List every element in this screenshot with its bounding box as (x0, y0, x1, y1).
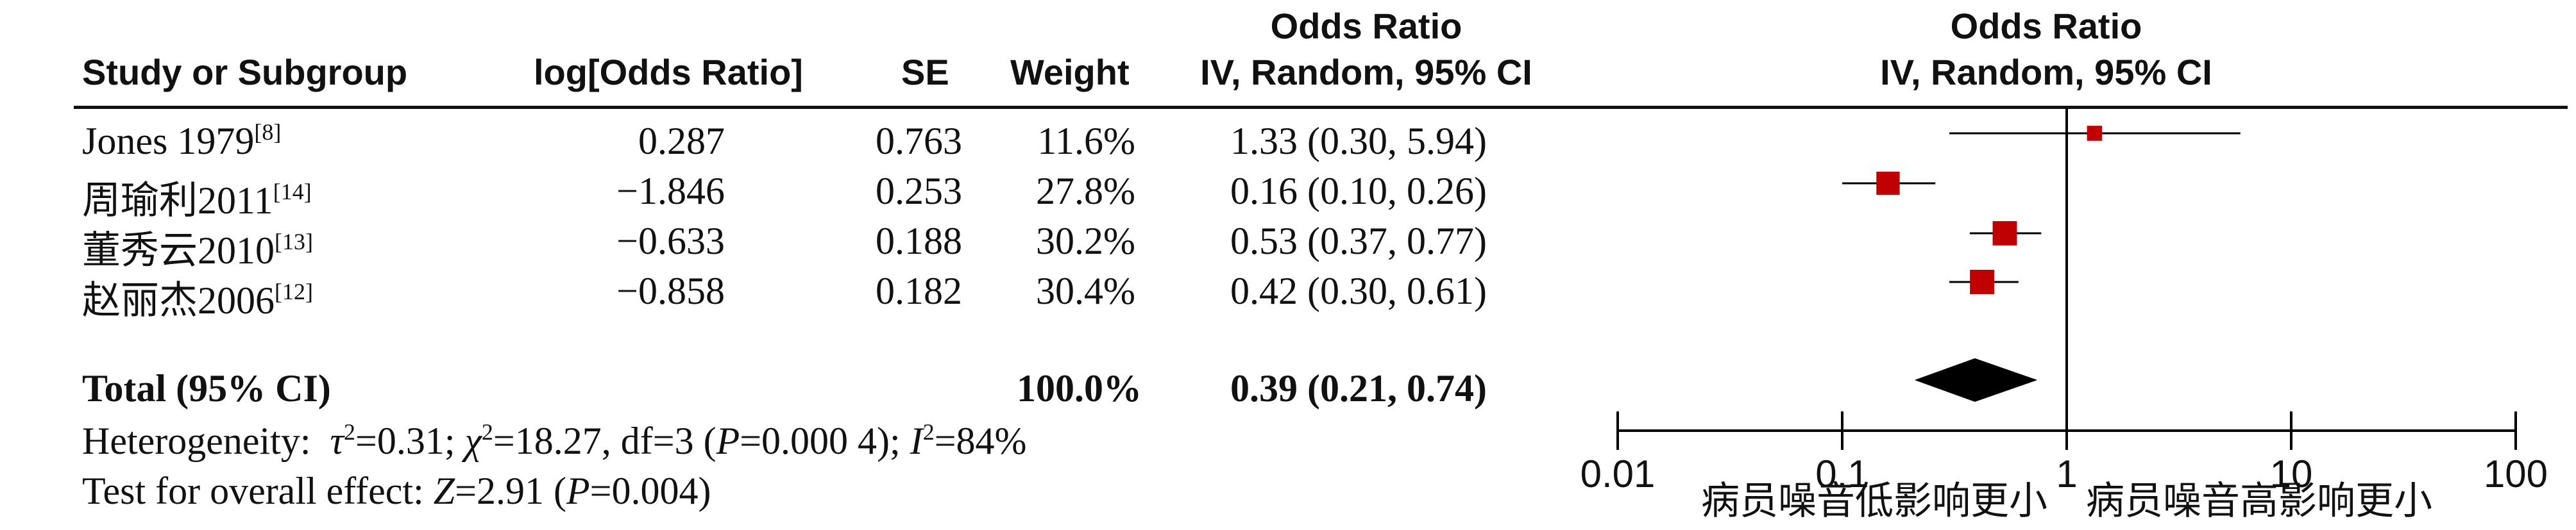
header-log-or: log[Odds Ratio] (534, 52, 803, 92)
overall-effect-text: Test for overall effect: Z=2.91 (P=0.004… (82, 470, 711, 512)
study-weight: 11.6% (1037, 120, 1135, 162)
favours-left-label: 病员噪音低影响更小 (1701, 479, 2047, 524)
study-log-or: 0.287 (638, 120, 725, 162)
favours-right-label: 病员噪音高影响更小 (2086, 479, 2432, 524)
study-ci: 0.16 (0.10, 0.26) (1230, 170, 1487, 212)
study-marker (1970, 270, 1995, 294)
header-rule (74, 106, 2568, 109)
study-se: 0.253 (876, 170, 962, 212)
pooled-diamond (1914, 358, 2038, 402)
study-name: 董秀云2010[13] (82, 229, 313, 272)
study-ci: 1.33 (0.30, 5.94) (1230, 120, 1487, 162)
header-or-title: Odds Ratio (1270, 6, 1462, 46)
total-ci: 0.39 (0.21, 0.74) (1230, 367, 1487, 410)
x-tick-label: 0.1 (1815, 452, 1868, 495)
study-name: 赵丽杰2006[12] (82, 279, 313, 322)
study-log-or: −0.633 (616, 220, 725, 262)
study-weight: 27.8% (1036, 170, 1135, 212)
study-se: 0.763 (876, 120, 962, 162)
study-marker (1992, 221, 2017, 245)
study-ci: 0.42 (0.30, 0.61) (1230, 270, 1487, 312)
study-weight: 30.4% (1036, 270, 1135, 312)
header-weight: Weight (1010, 52, 1130, 92)
header-study: Study or Subgroup (82, 52, 408, 92)
plot-header-method: IV, Random, 95% CI (1880, 52, 2212, 92)
total-label: Total (95% CI) (82, 367, 331, 410)
heterogeneity-text: Heterogeneity: τ2=0.31; χ2=18.27, df=3 (… (82, 419, 1027, 462)
study-se: 0.188 (876, 220, 962, 262)
study-marker (1876, 171, 1900, 195)
study-log-or: −1.846 (616, 170, 725, 212)
plot-header-title: Odds Ratio (1950, 6, 2142, 46)
header-or-method: IV, Random, 95% CI (1200, 52, 1532, 92)
study-se: 0.182 (876, 270, 962, 312)
x-tick-label: 100 (2484, 452, 2548, 495)
study-marker (2087, 126, 2103, 141)
x-tick-label: 0.01 (1580, 452, 1656, 495)
study-log-or: −0.858 (616, 270, 725, 312)
study-name: Jones 1979[8] (82, 119, 282, 162)
x-tick-label: 1 (2056, 452, 2077, 495)
x-tick-label: 10 (2270, 452, 2313, 495)
study-weight: 30.2% (1036, 220, 1135, 262)
study-ci: 0.53 (0.37, 0.77) (1230, 220, 1487, 262)
total-weight: 100.0% (1017, 367, 1142, 410)
header-se: SE (901, 52, 949, 92)
study-name: 周瑜利2011[14] (82, 179, 312, 222)
